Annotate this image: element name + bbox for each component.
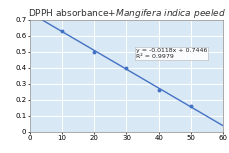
Text: y = -0.0118x + 0.7446
R² = 0.9979: y = -0.0118x + 0.7446 R² = 0.9979 bbox=[136, 48, 207, 59]
Title: DPPH absorbance+$\it{Mangifera\ indica\ peeled}$: DPPH absorbance+$\it{Mangifera\ indica\ … bbox=[27, 7, 224, 20]
